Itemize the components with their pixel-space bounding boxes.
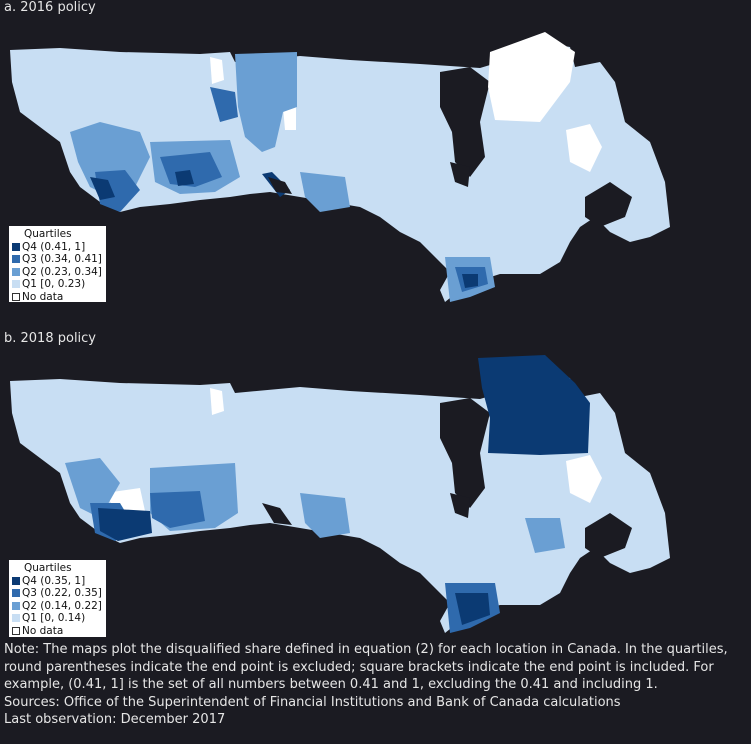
region-q2-qc-b xyxy=(525,518,565,553)
region-q4-north-quebec xyxy=(478,355,590,455)
region-nodata-small xyxy=(283,107,296,130)
lake-a xyxy=(268,177,292,194)
region-q4-on-a xyxy=(462,274,478,288)
legend-item-q3: Q3 (0.22, 0.35] xyxy=(12,587,103,600)
region-nodata-labrador xyxy=(566,124,602,172)
hudson-bay xyxy=(440,67,490,177)
region-q4-ab-a xyxy=(175,170,194,186)
region-nodata-labrador xyxy=(566,455,602,503)
legend-label: Q2 (0.14, 0.22] xyxy=(22,599,102,612)
legend-swatch xyxy=(12,292,20,301)
legend-item-q2: Q2 (0.23, 0.34] xyxy=(12,266,103,279)
legend-title: Quartiles xyxy=(24,562,72,574)
legend-swatch xyxy=(12,280,20,289)
legend-swatch xyxy=(12,589,20,598)
legend-swatch xyxy=(12,626,20,635)
legend-item-q2: Q2 (0.14, 0.22] xyxy=(12,600,103,613)
canada-landmass-2018 xyxy=(10,355,670,633)
lake-winnipeg-b xyxy=(450,493,470,518)
lake-winnipeg-a xyxy=(450,162,470,187)
legend-title: Quartiles xyxy=(24,228,72,240)
panel-b-title: b. 2018 policy xyxy=(4,331,97,346)
region-q4-bc-b xyxy=(98,508,152,541)
region-nodata-north-ont xyxy=(210,57,224,84)
gulf-st-lawrence xyxy=(585,513,632,558)
legend-label: Q2 (0.23, 0.34] xyxy=(22,265,102,278)
legend-2018: Quartiles Q4 (0.35, 1] Q3 (0.22, 0.35] Q… xyxy=(9,560,106,637)
legend-2016: Quartiles Q4 (0.41, 1] Q3 (0.34, 0.41] Q… xyxy=(9,226,106,304)
region-q4-on-b xyxy=(455,593,490,625)
region-nodata-north-ont xyxy=(210,388,224,415)
legend-item-q3: Q3 (0.34, 0.41] xyxy=(12,253,103,266)
legend-item-nodata: No data xyxy=(12,291,103,304)
map-2016-policy xyxy=(10,32,670,302)
map-2018-policy xyxy=(10,355,670,633)
region-q2-prairie-a xyxy=(235,52,297,152)
canada-landmass-2016 xyxy=(10,32,670,302)
sources-text: Sources: Office of the Superintendent of… xyxy=(4,694,621,710)
legend-label: Q3 (0.22, 0.35] xyxy=(22,587,102,599)
legend-label: No data xyxy=(22,624,64,637)
legend-swatch xyxy=(12,267,20,276)
legend-item-q1: Q1 [0, 0.23) xyxy=(12,278,103,291)
region-nodata-north-quebec xyxy=(488,32,575,122)
note-text: Note: The maps plot the disqualified sha… xyxy=(4,642,728,692)
legend-swatch xyxy=(12,576,20,585)
legend-item-q4: Q4 (0.35, 1] xyxy=(12,575,103,588)
legend-label: No data xyxy=(22,290,64,303)
legend-label: Q4 (0.41, 1] xyxy=(22,240,86,253)
legend-item-q4: Q4 (0.41, 1] xyxy=(12,241,103,254)
legend-label: Q3 (0.34, 0.41] xyxy=(22,253,102,265)
legend-item-nodata: No data xyxy=(12,625,103,638)
legend-label: Q1 [0, 0.23) xyxy=(22,278,86,290)
legend-swatch xyxy=(12,242,20,251)
hudson-bay xyxy=(440,398,490,508)
legend-label: Q4 (0.35, 1] xyxy=(22,574,86,587)
lake-a xyxy=(262,503,292,525)
region-q4-bc-a xyxy=(90,177,115,200)
legend-swatch xyxy=(12,614,20,623)
region-q3-north-a xyxy=(210,87,238,122)
region-q3-prairie-a xyxy=(160,152,222,187)
gulf-st-lawrence xyxy=(585,182,632,227)
last-observation-text: Last observation: December 2017 xyxy=(4,712,226,727)
region-q2-mb-a xyxy=(300,172,350,212)
chart-notes: Note: The maps plot the disqualified sha… xyxy=(4,641,749,729)
legend-item-q1: Q1 [0, 0.14) xyxy=(12,612,103,625)
legend-label: Q1 [0, 0.14) xyxy=(22,612,86,624)
legend-swatch xyxy=(12,255,20,264)
panel-a-title: a. 2016 policy xyxy=(4,0,96,15)
legend-swatch xyxy=(12,601,20,610)
region-q2-mb-b xyxy=(300,493,350,538)
region-q3-ab-b xyxy=(150,491,205,528)
